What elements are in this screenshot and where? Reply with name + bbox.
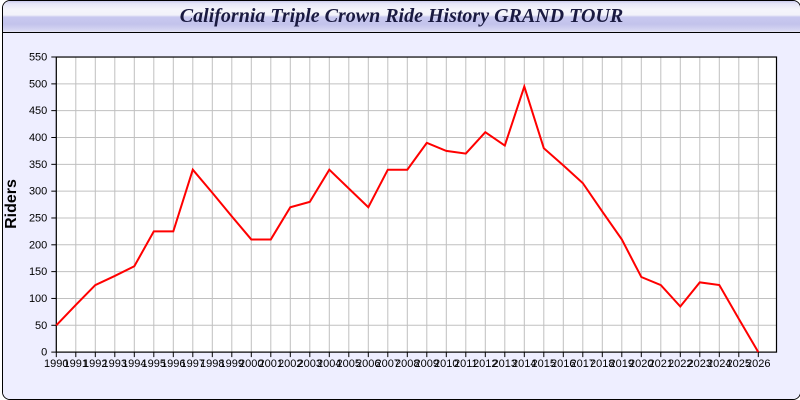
svg-text:150: 150 [29,266,47,278]
svg-text:450: 450 [29,105,47,117]
svg-text:100: 100 [29,293,47,305]
svg-text:200: 200 [29,239,47,251]
svg-text:0: 0 [41,347,47,359]
svg-text:400: 400 [29,132,47,144]
svg-text:550: 550 [29,52,47,64]
svg-text:250: 250 [29,212,47,224]
svg-text:300: 300 [29,186,47,198]
svg-text:50: 50 [35,320,47,332]
svg-text:Riders: Riders [3,179,20,229]
svg-text:500: 500 [29,78,47,90]
svg-text:350: 350 [29,159,47,171]
svg-text:2026: 2026 [746,358,770,370]
